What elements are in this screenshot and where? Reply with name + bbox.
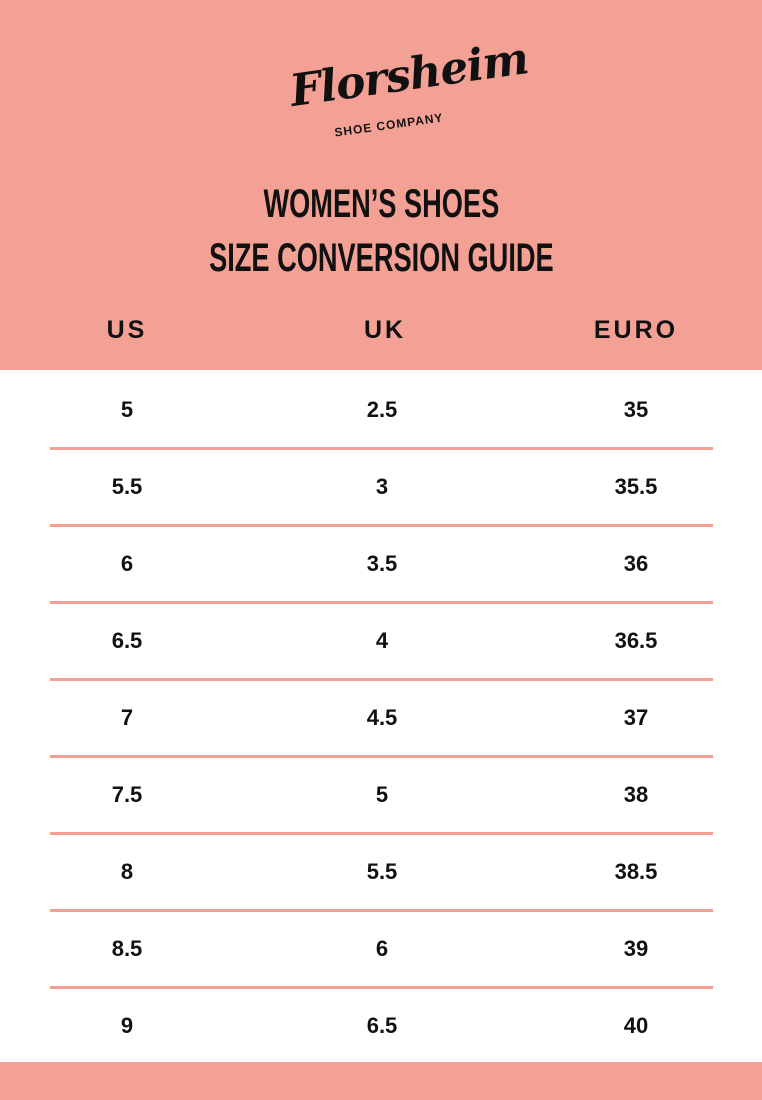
row-divider [50,601,713,604]
cell-euro: 35 [623,397,649,422]
cell-us: 7 [120,705,134,730]
row-divider [50,755,713,758]
cell-us: 5.5 [111,474,143,499]
cell-uk: 3.5 [366,551,398,576]
cell-us: 8.5 [111,936,143,961]
cell-uk: 5.5 [366,859,398,884]
column-header-uk: UK [363,316,407,344]
cell-us: 6 [120,551,134,576]
table-row: 9 6.5 40 [0,987,762,1064]
cell-euro: 40 [623,1013,649,1038]
row-divider [50,832,713,835]
cell-us: 9 [120,1013,134,1038]
row-divider [50,986,713,989]
footer-band [0,1062,762,1100]
column-header-us: US [106,316,148,344]
cell-us: 8 [120,859,134,884]
cell-euro: 35.5 [614,474,658,499]
cell-uk: 2.5 [366,397,398,422]
cell-euro: 38 [623,782,649,807]
table-row: 7.5 5 38 [0,756,762,833]
page-subtitle: SIZE CONVERSION GUIDE [208,236,554,280]
column-header-euro: EURO [593,316,679,344]
table-row: 5 2.5 35 [0,371,762,448]
cell-uk: 4.5 [366,705,398,730]
cell-us: 5 [120,397,134,422]
cell-euro: 37 [623,705,649,730]
florsheim-logo: Florsheim SHOE COMPANY [287,33,531,148]
row-divider [50,447,713,450]
logo-tagline: SHOE COMPANY [333,110,445,140]
cell-uk: 5 [375,782,389,807]
table-row: 8.5 6 39 [0,910,762,987]
cell-uk: 6 [375,936,389,961]
header-banner: Florsheim SHOE COMPANY WOMEN’S SHOES SIZ… [0,0,762,370]
cell-us: 7.5 [111,782,143,807]
row-divider [50,909,713,912]
table-row: 5.5 3 35.5 [0,448,762,525]
cell-uk: 4 [375,628,389,653]
cell-uk: 3 [375,474,389,499]
table-row: 7 4.5 37 [0,679,762,756]
cell-us: 6.5 [111,628,143,653]
table-row: 8 5.5 38.5 [0,833,762,910]
page-title: WOMEN’S SHOES [263,182,499,226]
cell-euro: 36 [623,551,649,576]
cell-euro: 39 [623,936,649,961]
cell-euro: 36.5 [614,628,658,653]
cell-euro: 38.5 [614,859,658,884]
table-row: 6 3.5 36 [0,525,762,602]
row-divider [50,524,713,527]
cell-uk: 6.5 [366,1013,398,1038]
logo-wordmark: Florsheim [286,33,532,117]
row-divider [50,678,713,681]
table-row: 6.5 4 36.5 [0,602,762,679]
